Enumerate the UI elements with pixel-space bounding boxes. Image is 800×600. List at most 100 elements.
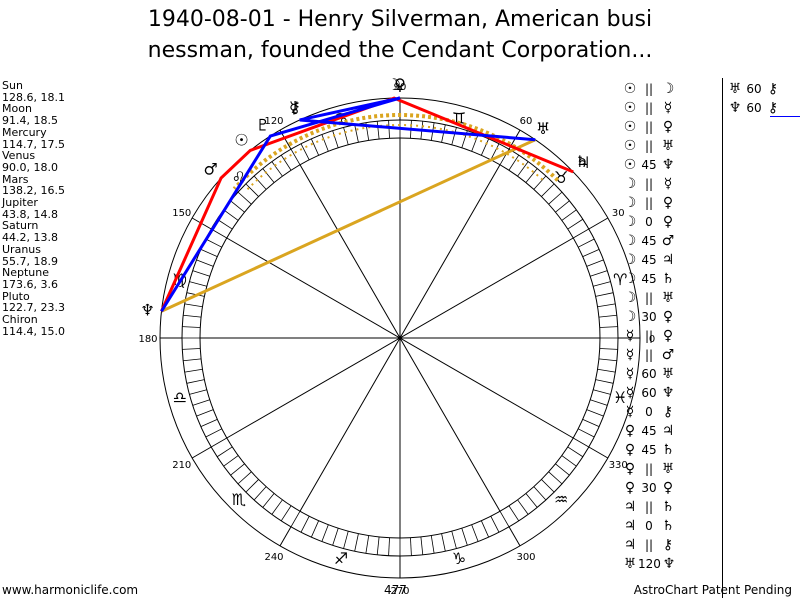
sign-glyph: ♑ xyxy=(452,549,466,568)
band-arc xyxy=(232,113,560,191)
aspect-symbol: 45 xyxy=(641,158,657,172)
planet-value: 128.6, 18.1 xyxy=(2,90,65,104)
aspect-symbol: 60 xyxy=(641,386,657,400)
degree-tick xyxy=(310,520,320,538)
aspect-row: ♀ || ♅ xyxy=(622,460,676,478)
degree-tick xyxy=(517,161,529,177)
degree-tick xyxy=(451,127,457,145)
aspect-planet1: ☉ xyxy=(623,138,637,154)
aspect-planet2: ♅ xyxy=(661,366,675,382)
degree-tick xyxy=(182,348,201,350)
planet-value: 114.4, 15.0 xyxy=(2,324,65,338)
degree-label: 270 xyxy=(390,586,409,597)
degree-tick xyxy=(578,428,595,438)
aspect-planet2: ♃ xyxy=(661,252,675,268)
degree-tick xyxy=(582,418,600,428)
aspect-symbol: 45 xyxy=(641,443,657,457)
aspect-row: ♃ || ♄ xyxy=(622,498,676,516)
degree-tick xyxy=(343,127,349,145)
degree-tick xyxy=(211,228,227,239)
planet-name: Moon xyxy=(2,102,32,116)
degree-tick xyxy=(321,524,329,542)
planet-glyph: ♂ xyxy=(203,160,217,179)
sign-divider xyxy=(508,526,521,547)
degree-tick xyxy=(586,259,604,267)
aspect-row: ♀ 45 ♄ xyxy=(622,441,676,459)
degree-tick xyxy=(567,218,584,230)
aspect-planet2: ⚷ xyxy=(767,81,779,97)
planet-glyph: ♀ xyxy=(394,75,406,94)
degree-label: 330 xyxy=(609,460,628,471)
aspect-symbol: 60 xyxy=(746,101,762,115)
degree-tick xyxy=(451,531,457,549)
aspect-symbol: || xyxy=(644,462,654,476)
degree-label: 90 xyxy=(394,82,407,93)
degree-tick xyxy=(471,134,479,152)
degree-tick xyxy=(599,348,618,350)
planet-value: 114.7, 17.5 xyxy=(2,137,65,151)
degree-label: 180 xyxy=(138,334,157,345)
degree-tick xyxy=(508,154,520,171)
degree-label: 150 xyxy=(172,208,191,219)
aspect-planet1: ☿ xyxy=(625,385,635,401)
planet-name: Sun xyxy=(2,79,23,92)
planet-name: Chiron xyxy=(2,313,38,327)
degree-tick xyxy=(223,455,239,467)
degree-tick xyxy=(332,528,339,546)
degree-tick xyxy=(561,209,577,221)
degree-tick xyxy=(354,124,359,143)
degree-tick xyxy=(271,499,283,515)
red-aspect-path xyxy=(160,96,574,312)
aspect-row: ☽ 0 ♀ xyxy=(622,213,676,231)
aspect-symbol: 45 xyxy=(641,234,657,248)
degree-tick xyxy=(343,531,349,549)
aspect-row: ☽ 45 ♂ xyxy=(622,232,676,250)
aspect-row: ☿ 60 ♅ xyxy=(622,365,676,383)
aspect-symbol: 60 xyxy=(746,82,762,96)
aspect-planet1: ☿ xyxy=(625,404,635,420)
aspect-row: ♆ 60 ⚷ xyxy=(727,99,781,117)
aspect-planet1: ☿ xyxy=(625,328,635,344)
degree-tick xyxy=(598,358,617,362)
planet-name: Uranus xyxy=(2,242,41,256)
aspect-planet2: ♆ xyxy=(661,385,675,401)
aspect-symbol: 30 xyxy=(641,481,657,495)
degree-tick xyxy=(548,471,563,485)
degree-tick xyxy=(205,428,222,438)
degree-tick xyxy=(182,326,201,328)
planet-glyph: ♇ xyxy=(256,115,270,134)
degree-tick xyxy=(548,191,563,205)
aspect-symbol: 60 xyxy=(641,367,657,381)
sign-glyph: ♓ xyxy=(613,388,627,407)
aspect-planet1: ☿ xyxy=(625,366,635,382)
aspect-row: ☽ 45 ♃ xyxy=(622,251,676,269)
aspect-planet2: ♆ xyxy=(661,157,675,173)
degree-tick xyxy=(490,143,500,160)
aspect-planet1: ☽ xyxy=(623,252,637,268)
degree-tick xyxy=(441,533,446,552)
planet-glyph: ☽ xyxy=(387,75,401,94)
degree-tick xyxy=(216,446,233,458)
planet-value: 43.8, 14.8 xyxy=(2,207,58,221)
degree-tick xyxy=(555,200,570,213)
extra-aspect-marker-line xyxy=(770,116,800,117)
planet-value: 44.2, 13.8 xyxy=(2,231,58,245)
aspect-row: ♃ || ⚷ xyxy=(622,536,676,554)
aspect-symbol: || xyxy=(644,139,654,153)
aspect-planet1: ♃ xyxy=(623,499,637,515)
footer-website[interactable]: www.harmoniclife.com xyxy=(2,583,139,597)
aspect-row: ☿ || ♂ xyxy=(622,346,676,364)
degree-tick xyxy=(253,175,267,190)
aspect-planet1: ♅ xyxy=(623,556,637,572)
degree-tick xyxy=(441,124,446,143)
aspect-planet2: ♅ xyxy=(661,461,675,477)
sign-divider xyxy=(191,446,212,459)
degree-tick xyxy=(597,368,616,373)
degree-tick xyxy=(541,183,555,197)
sign-glyph: ♐ xyxy=(334,549,348,568)
degree-tick xyxy=(593,281,611,287)
aspect-row: ☽ || ☿ xyxy=(622,175,676,193)
aspect-symbol: 45 xyxy=(641,253,657,267)
aspect-planet2: ☿ xyxy=(663,176,673,192)
aspect-planet2: ♄ xyxy=(661,271,675,287)
